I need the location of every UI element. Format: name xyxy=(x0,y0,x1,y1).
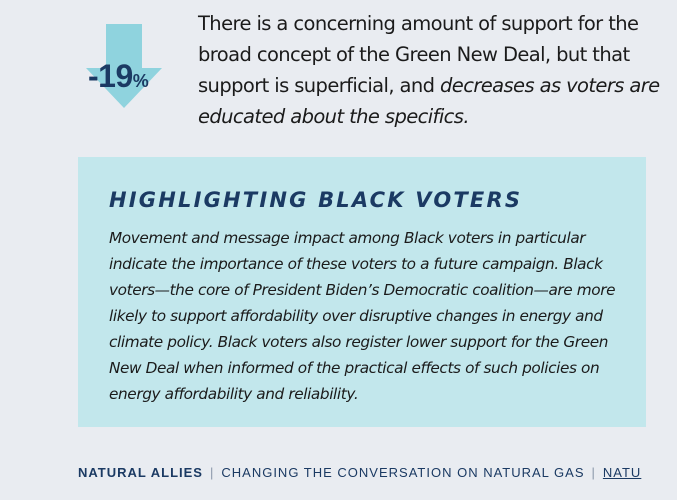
callout-body: Movement and message impact among Black … xyxy=(109,229,616,403)
footer: NATURAL ALLIES | CHANGING THE CONVERSATION… xyxy=(78,464,677,482)
stat-number: -19 xyxy=(88,58,133,94)
intro-paragraph: There is a concerning amount of support … xyxy=(198,8,668,132)
stat-block: -19% xyxy=(86,24,166,108)
footer-brand: NATURAL ALLIES xyxy=(78,465,203,480)
down-arrow-icon xyxy=(86,24,162,108)
footer-separator: | xyxy=(209,465,215,480)
intro-text: There is a concerning amount of support … xyxy=(198,12,639,97)
footer-subtitle: CHANGING THE CONVERSATION ON NATURAL GAS xyxy=(221,465,585,480)
stat-value: -19% xyxy=(88,58,149,97)
intro-emphasis: decreases as voters are educated about t… xyxy=(198,74,660,128)
callout-box: HIGHLIGHTING BLACK VOTERS Movement and m… xyxy=(78,157,646,427)
callout-title: HIGHLIGHTING BLACK VOTERS xyxy=(109,188,523,212)
stat-unit: % xyxy=(132,71,149,91)
footer-separator-2: | xyxy=(591,465,596,480)
footer-link[interactable]: NATU xyxy=(602,465,642,480)
